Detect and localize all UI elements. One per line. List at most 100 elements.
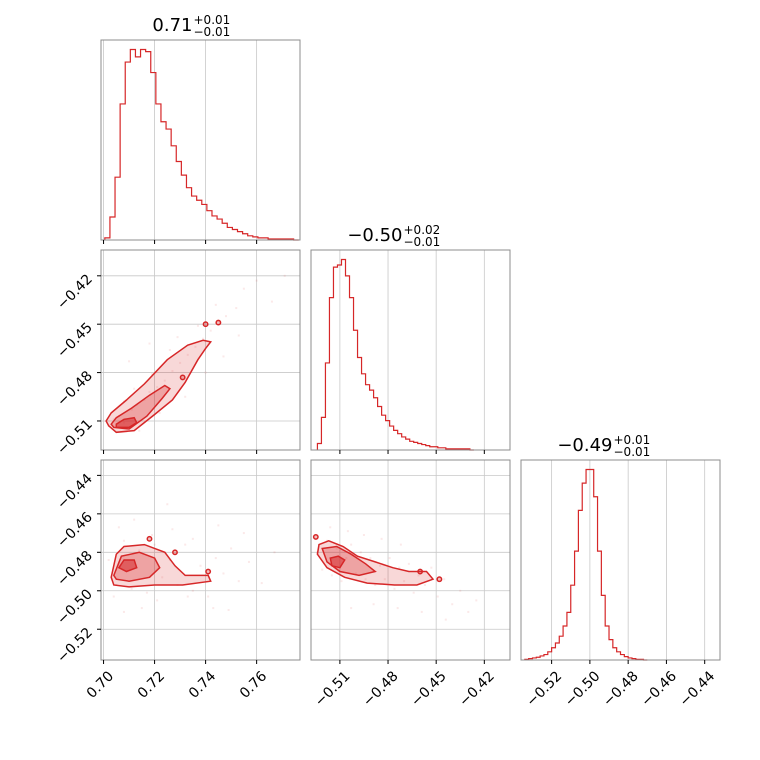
x-tick-label: −0.46 [638,668,680,710]
scatter-point [321,568,324,571]
scatter-point [242,532,245,535]
x-tick-label: −0.48 [600,668,642,710]
panel-frame-2 [310,459,511,661]
ticks-layer: −0.51−0.48−0.45−0.42−0.52−0.50−0.48−0.46… [54,240,718,710]
scatter-point [202,337,205,340]
scatter-point [364,578,367,581]
scatter-point [417,574,420,577]
hist-title-minus-2: −0.01 [614,445,651,459]
scatter-point [148,390,151,393]
scatter-point [166,503,169,506]
scatter-point [374,584,377,586]
contour-island [417,568,424,575]
x-tick-label: −0.44 [677,668,719,710]
scatter-point [122,610,125,613]
scatter-point [475,599,478,602]
contour-level-2 [110,384,172,430]
scatter-point [214,303,217,306]
scatter-point [335,547,338,550]
x-tick-label: −0.51 [312,668,354,710]
scatter-point [151,534,154,536]
scatter-point [186,353,189,356]
scatter-point [242,287,245,290]
scatter-point [143,399,146,401]
scatter-point [270,300,273,303]
scatter-point [153,543,156,546]
scatter-point [362,534,365,536]
scatter-point [156,386,159,389]
contour-island [146,535,153,542]
scatter-point [122,539,125,542]
scatter-point [388,557,391,560]
y-tick-label: −0.52 [54,625,96,667]
scatter-point [138,549,141,552]
x-tick-label: 0.76 [237,668,270,701]
y-tick-label: −0.48 [54,548,96,590]
scatter-point [194,345,197,348]
scatter-point [112,418,115,421]
y-tick-label: −0.45 [54,320,96,362]
histogram-1 [316,258,474,451]
scatter-point [407,562,410,565]
scatter-point [161,576,164,579]
scatter-point [179,361,182,364]
scatter-point [459,589,462,592]
scatter-point [133,387,136,390]
x-tick-label: −0.42 [456,668,498,710]
x-tick-label: −0.45 [408,668,450,710]
scatter-point [398,566,401,569]
scatter-point [156,599,159,602]
scatter-point [359,551,362,554]
scatter-point [340,580,343,583]
scatter-point [112,595,115,598]
scatter-point [230,547,233,550]
histogram-0 [104,48,299,241]
x-tick-label: −0.50 [562,668,604,710]
scatter-point [345,557,348,560]
scatter-point [420,610,423,613]
scatter-point [379,564,382,567]
scatter-point [163,379,166,382]
contour-island [215,319,222,326]
scatter-point [369,557,372,560]
scatter-point [222,572,225,575]
scatter-point [158,411,161,414]
scatter-point [412,591,415,594]
scatter-point [184,543,187,546]
scatter-point [396,607,399,610]
scatter-point [273,551,276,554]
contour-level-1 [105,339,213,434]
hist-frame-2 [520,459,721,661]
x-tick-label: −0.52 [524,668,566,710]
scatter-point [467,610,470,613]
y-tick-label: −0.46 [54,509,96,551]
scatter-point [430,566,433,569]
scatter-point [212,607,215,610]
scatter-point [443,578,446,581]
scatter-point [130,408,133,411]
panel-frame-1 [100,459,301,661]
scatter-point [140,607,143,610]
hist-title-plus-1: +0.02 [404,223,441,237]
scatter-point [204,371,207,374]
contour-level-1 [110,543,212,588]
scatter-point [145,591,148,594]
scatter-point [451,603,454,606]
scatter-point [283,274,286,277]
scatter-point [151,373,154,376]
contour-island [172,549,178,556]
x-tick-label: 0.70 [84,668,117,701]
contour-island [312,533,319,540]
scatter-point [227,609,230,611]
scatter-point [191,537,194,540]
scatter-point [199,564,202,567]
panel-frame-0 [100,249,301,451]
scatter-point [329,526,332,529]
scatter-point [214,557,217,560]
frames-layer [100,39,721,661]
scatter-point [380,537,383,540]
scatter-point [148,342,151,345]
scatter-point [128,360,131,363]
x-tick-label: −0.48 [360,668,402,710]
